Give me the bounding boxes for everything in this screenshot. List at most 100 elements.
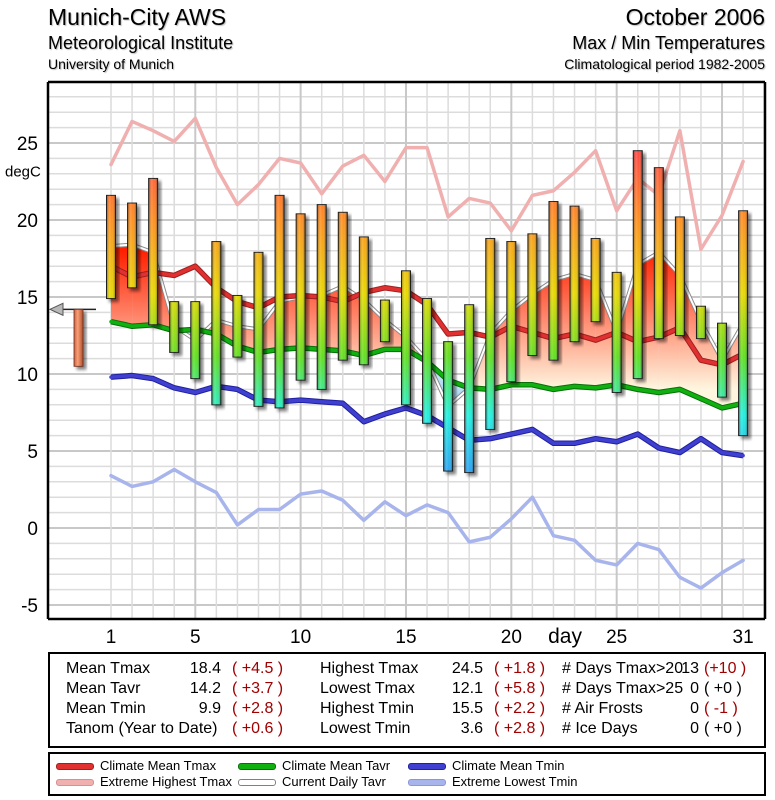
legend-label: Climate Mean Tmin — [452, 758, 565, 773]
daily-bar-shading — [591, 238, 601, 322]
daily-bar — [632, 150, 643, 380]
warm-anomaly-area — [722, 323, 744, 408]
month-title: October 2006 — [625, 4, 765, 30]
tavr-anomaly-area — [111, 244, 744, 408]
daily-bar-shading — [485, 238, 495, 430]
daily-bar-shading — [401, 270, 411, 405]
stats-label: # Ice Days — [562, 720, 638, 737]
daily-bar-shading — [527, 233, 537, 356]
daily-bar — [590, 237, 601, 323]
warm-anomaly-area — [300, 295, 322, 350]
daily-bar-shading — [506, 241, 516, 382]
daily-bar-shading — [570, 206, 580, 342]
daily-bar-shading — [127, 203, 137, 288]
warm-anomaly-area — [637, 252, 659, 393]
stats-row: Mean Tavr 14.2 ( +3.7 ) — [66, 680, 306, 700]
stats-label: # Air Frosts — [562, 700, 643, 717]
axes — [46, 80, 767, 621]
stats-anomaly: ( +0 ) — [704, 680, 742, 697]
legend-swatch — [56, 779, 94, 786]
daily-bar-shading — [169, 301, 179, 353]
legend-label: Climate Mean Tmax — [100, 758, 217, 773]
legend-swatch — [238, 763, 276, 770]
stats-row: # Air Frosts 0 ( -1 ) — [562, 700, 762, 720]
climatological-period: Climatological period 1982-2005 — [564, 56, 765, 72]
daily-bar — [106, 194, 116, 300]
stats-value: 0 — [690, 720, 699, 737]
stats-value: 0 — [690, 680, 699, 697]
daily-bar — [611, 271, 622, 393]
stats-value: 9.9 — [198, 700, 221, 717]
stats-value: 18.4 — [189, 660, 221, 677]
stats-anomaly: ( +5.8 ) — [494, 680, 546, 697]
daily-bar-shading — [190, 301, 200, 379]
chart-subject: Max / Min Temperatures — [572, 33, 765, 53]
x-tick-label: 31 — [733, 627, 754, 648]
daily-bar — [674, 216, 685, 336]
warm-anomaly-area — [132, 244, 154, 327]
stats-row: # Ice Days 0 ( +0 ) — [562, 720, 762, 740]
daily-bar — [169, 301, 180, 353]
warm-anomaly-area — [553, 273, 575, 390]
stats-row: Mean Tmax 18.4 ( +4.5 ) — [66, 660, 306, 680]
daily-bar-shading — [211, 241, 221, 405]
stats-value: 14.2 — [189, 680, 221, 697]
stats-anomaly: ( +0 ) — [704, 720, 742, 737]
stats-anomaly: ( +4.5 ) — [232, 660, 284, 677]
warm-anomaly-area — [279, 297, 301, 350]
stats-label: Tanom (Year to Date) — [66, 720, 218, 737]
stats-label: Mean Tmin — [66, 700, 146, 717]
stats-row: Tanom (Year to Date) ( +0.6 ) — [66, 720, 306, 740]
stats-column-extremes: Highest Tmax 24.5 ( +1.8 ) Lowest Tmax 12.1 (… — [320, 660, 560, 740]
stats-anomaly: ( +3.7 ) — [232, 680, 284, 697]
legend-swatch — [56, 763, 94, 770]
daily-bar — [569, 205, 580, 343]
y-tick-label: 10 — [17, 365, 38, 386]
daily-bar — [527, 233, 538, 357]
stats-anomaly: ( +2.8 ) — [232, 700, 284, 717]
daily-bar-shading — [675, 216, 685, 336]
stats-value: 15.5 — [451, 700, 483, 717]
statistics-panel: Mean Tmax 18.4 ( +4.5 ) Mean Tavr 14.2 ( +3.7… — [48, 652, 766, 748]
warm-anomaly-area — [342, 286, 364, 356]
x-tick-label: 15 — [395, 627, 416, 648]
daily-bar-shading — [717, 323, 727, 398]
legend-label: Extreme Highest Tmax — [100, 774, 232, 789]
x-tick-label: 5 — [190, 627, 201, 648]
legend: Climate Mean Tmax Extreme Highest Tmax Cli… — [48, 752, 766, 796]
daily-bar — [653, 167, 664, 340]
daily-bar — [464, 304, 475, 474]
warm-anomaly-area — [363, 300, 385, 356]
x-tick-label: 25 — [606, 627, 627, 648]
daily-bar — [548, 201, 559, 361]
stats-label: Mean Tmax — [66, 660, 151, 677]
stats-row: Lowest Tmax 12.1 ( +5.8 ) — [320, 680, 560, 700]
daily-bar-shading — [443, 341, 453, 472]
y-tick-label: 0 — [27, 519, 38, 540]
extreme-lowest-tmin-line — [109, 467, 745, 590]
university-title: University of Munich — [48, 56, 175, 72]
warm-anomaly-area — [111, 244, 133, 327]
stats-label: Lowest Tmin — [320, 720, 411, 737]
daily-bar-shading — [296, 213, 306, 381]
stats-label: Highest Tmin — [320, 700, 414, 717]
stats-row: # Days Tmax>25 0 ( +0 ) — [562, 680, 762, 700]
daily-bar — [695, 305, 706, 340]
stats-value: 12.1 — [451, 680, 483, 697]
daily-bar-shading — [654, 167, 664, 339]
warm-anomaly-area — [679, 275, 701, 399]
daily-bar-shading — [422, 298, 432, 424]
daily-bar — [738, 210, 749, 437]
daily-bar — [148, 177, 159, 326]
stats-anomaly: ( +2.2 ) — [494, 700, 546, 717]
stats-row: # Days Tmax>20 13 (+10 ) — [562, 660, 762, 680]
x-axis-label: day — [548, 625, 582, 648]
daily-bar — [337, 211, 348, 361]
daily-bar — [717, 322, 728, 398]
monthly-anomaly-bar — [73, 308, 84, 367]
stats-value: 0 — [690, 700, 699, 717]
legend-swatch — [408, 779, 446, 786]
daily-bar-shading — [148, 178, 158, 325]
daily-bar — [316, 204, 327, 390]
